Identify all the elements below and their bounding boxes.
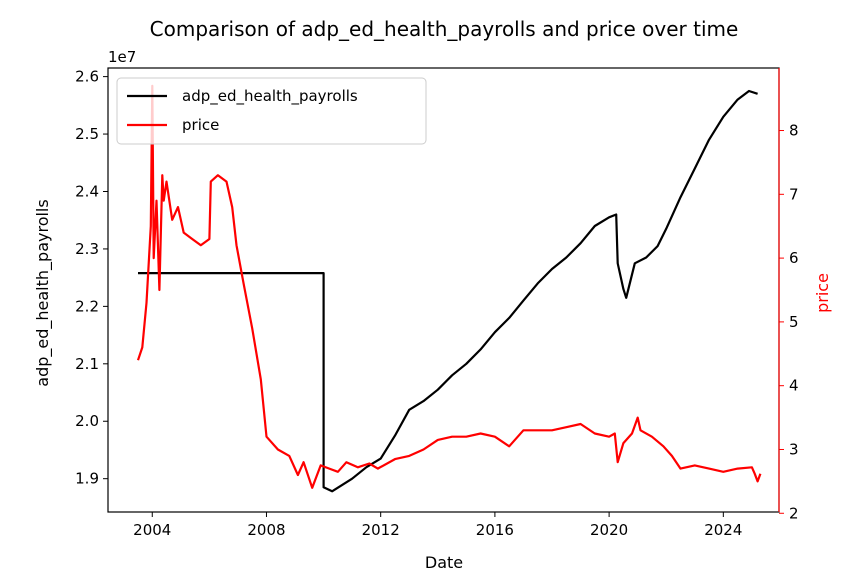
y-left-tick-label: 2.6 — [75, 68, 99, 86]
x-axis-ticks: 2004 2008 2012 2016 2020 2024 — [133, 512, 742, 539]
y-right-tick-label: 4 — [789, 377, 799, 395]
legend-box — [116, 77, 427, 145]
y-left-axis-ticks: 1.9 2.0 2.1 2.2 2.3 2.4 2.5 2.6 — [75, 68, 108, 488]
series-line-price — [136, 84, 762, 489]
chart-title: Comparison of adp_ed_health_payrolls and… — [150, 17, 739, 41]
series-layer — [136, 84, 762, 493]
left-axis-multiplier: 1e7 — [108, 48, 136, 66]
y-right-axis-label: price — [813, 273, 832, 313]
y-right-tick-label: 3 — [789, 440, 799, 458]
legend-label-price: price — [182, 116, 219, 134]
y-right-tick-label: 7 — [789, 185, 799, 203]
x-tick-label: 2016 — [476, 521, 514, 539]
y-right-axis-ticks: 2 3 4 5 6 7 8 — [779, 122, 799, 522]
y-left-tick-label: 2.5 — [75, 125, 99, 143]
y-right-tick-label: 2 — [789, 504, 799, 522]
y-left-tick-label: 2.3 — [75, 240, 99, 258]
legend-label-payrolls: adp_ed_health_payrolls — [182, 87, 358, 106]
x-tick-label: 2024 — [704, 521, 742, 539]
y-left-tick-label: 2.1 — [75, 355, 99, 373]
y-right-tick-label: 6 — [789, 249, 799, 267]
y-right-tick-label: 5 — [789, 313, 799, 331]
y-left-tick-label: 2.4 — [75, 182, 99, 200]
y-left-tick-label: 1.9 — [75, 470, 99, 488]
x-tick-label: 2012 — [362, 521, 400, 539]
series-line-payrolls — [138, 89, 758, 493]
x-tick-label: 2004 — [133, 521, 171, 539]
x-tick-label: 2020 — [590, 521, 628, 539]
y-left-tick-label: 2.0 — [75, 412, 99, 430]
y-left-axis-label: adp_ed_health_payrolls — [33, 199, 53, 386]
legend: adp_ed_health_payrolls price — [116, 77, 427, 145]
y-right-tick-label: 8 — [789, 122, 799, 140]
y-left-tick-label: 2.2 — [75, 297, 99, 315]
x-axis-label: Date — [425, 553, 463, 572]
x-tick-label: 2008 — [247, 521, 285, 539]
